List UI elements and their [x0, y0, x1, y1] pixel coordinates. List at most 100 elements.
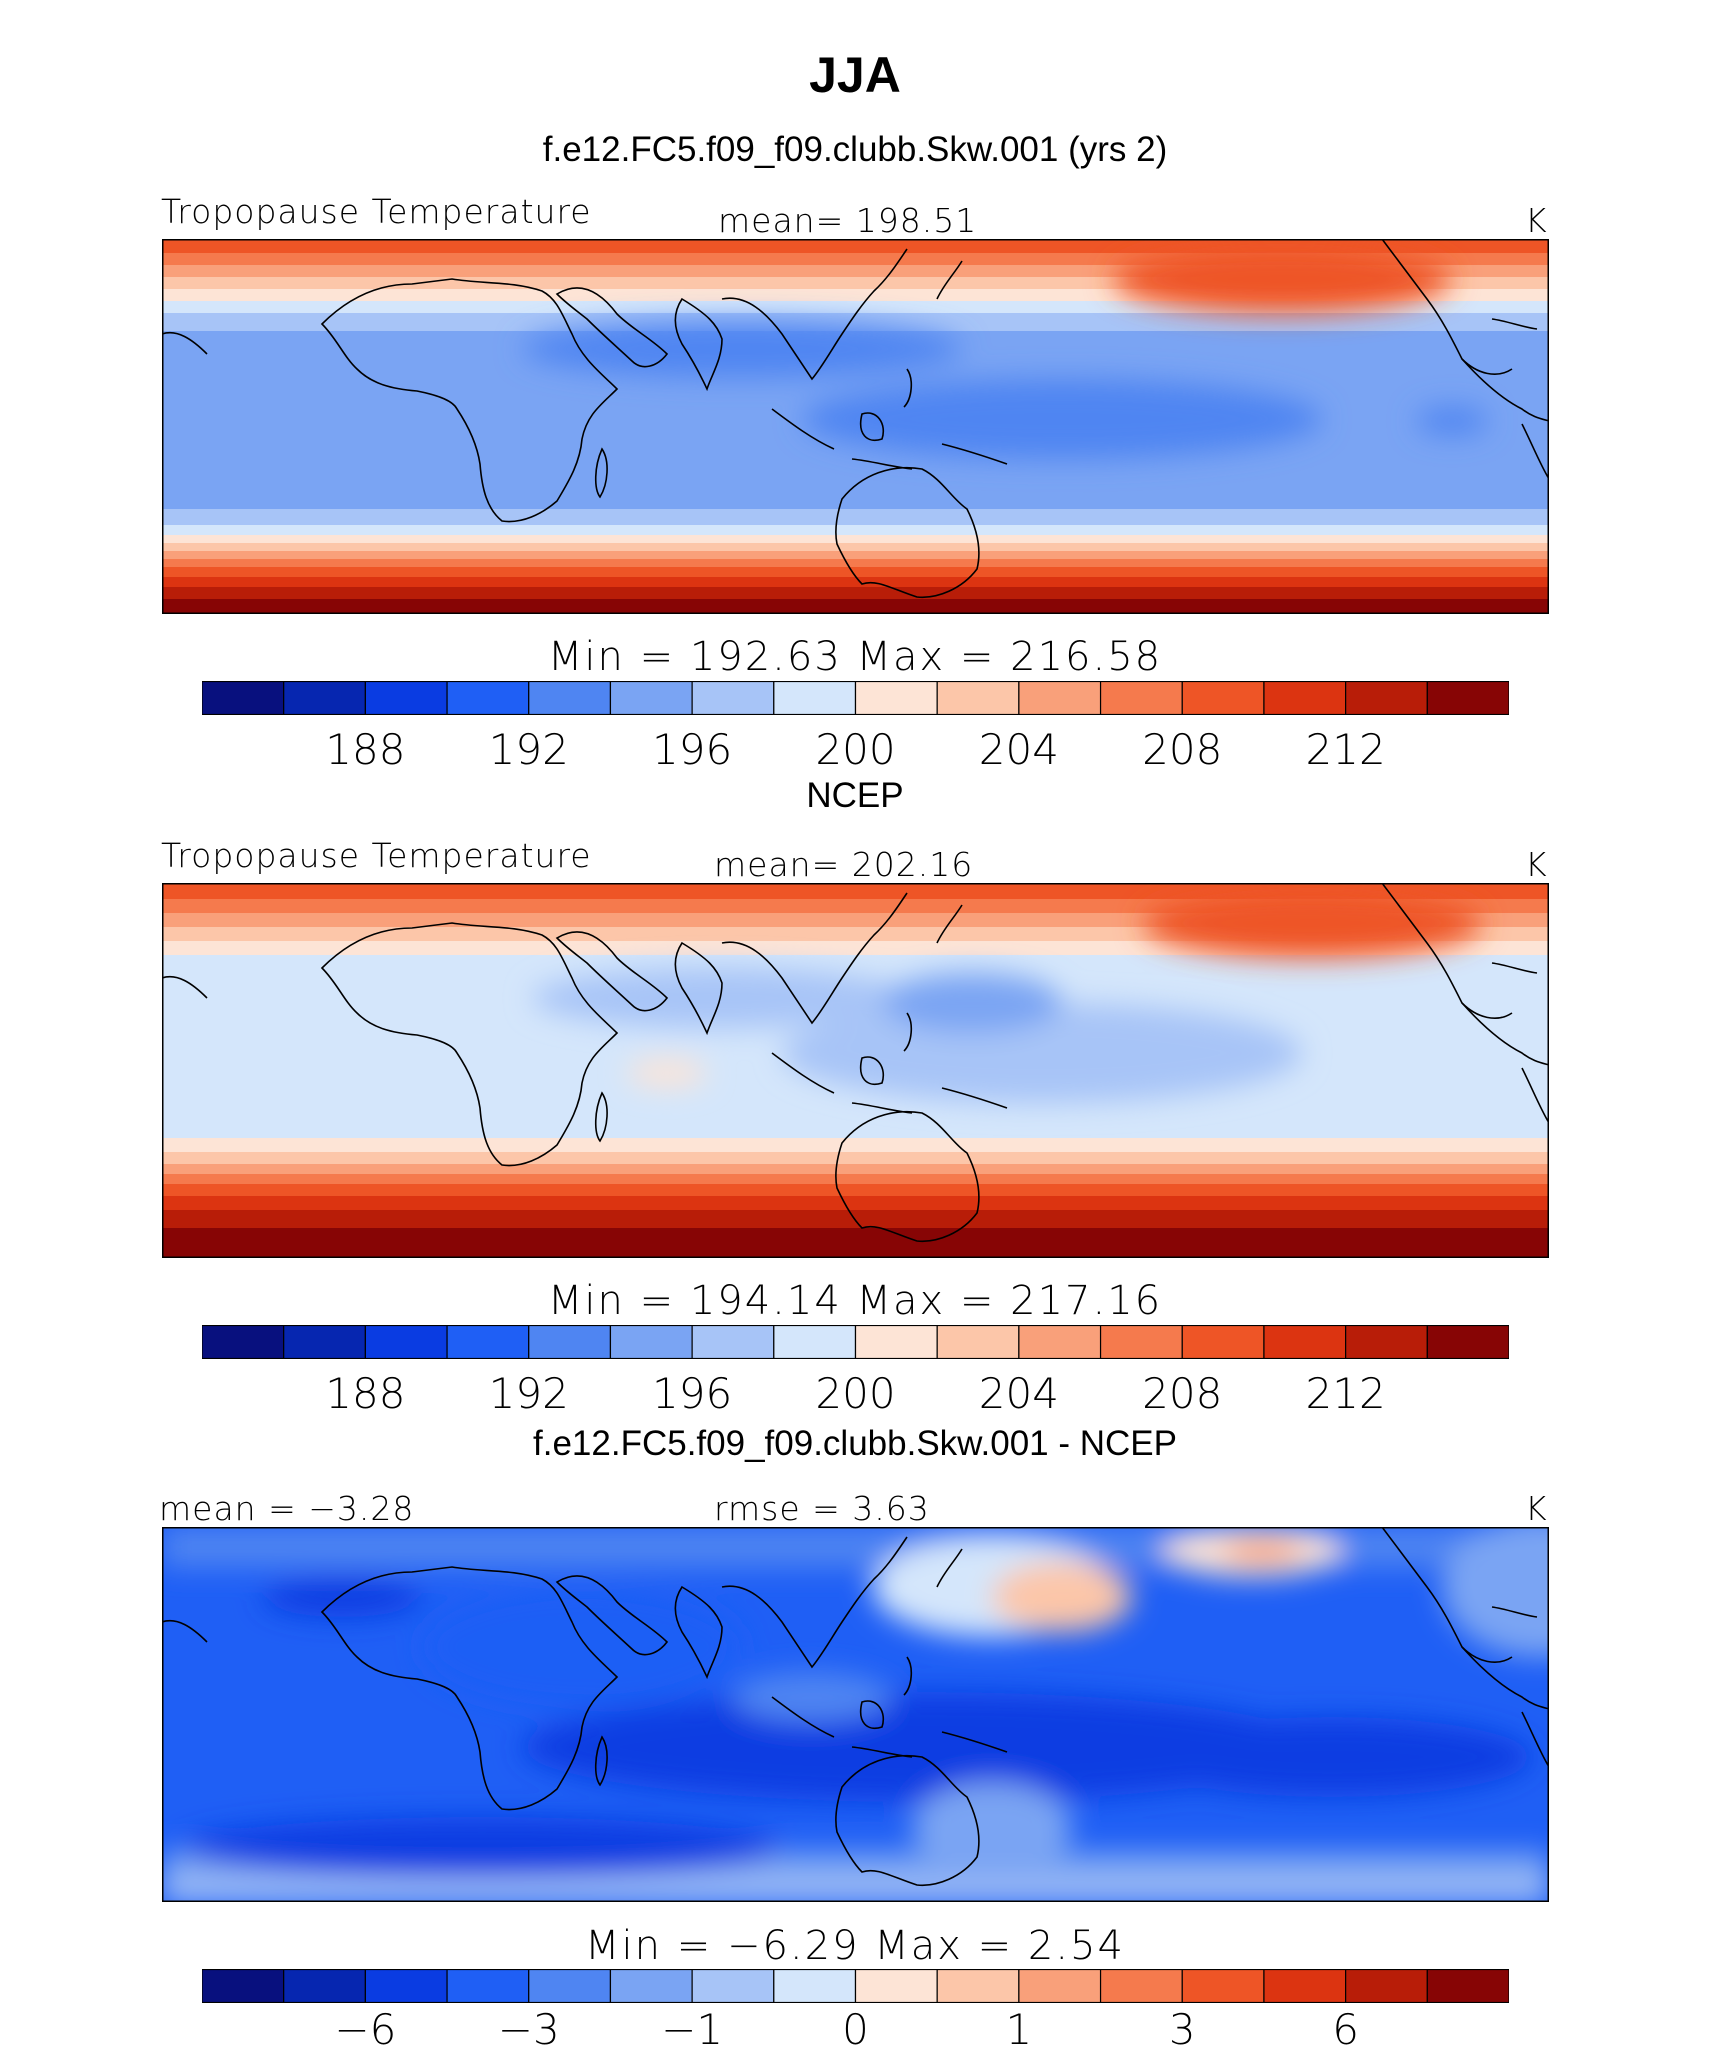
panel-1-colorbar-swatches [201, 680, 1510, 716]
contour-band [162, 567, 1549, 577]
coastline [1521, 1067, 1550, 1124]
coastline [594, 1735, 608, 1787]
coastline [320, 1566, 619, 1811]
colorbar-swatch [936, 1968, 1020, 2004]
colorbar-swatch [854, 680, 938, 716]
colorbar-swatch [691, 680, 775, 716]
colorbar-tick: −1 [661, 2005, 724, 2054]
colorbar-swatch [1263, 1968, 1347, 2004]
panel-1-contour-plot [161, 238, 1550, 614]
panel-2-frame [162, 883, 1549, 1258]
coastline [555, 931, 669, 1012]
colorbar-tick: 188 [325, 1369, 406, 1418]
panel-1-mean-label: mean= 198.51 [718, 201, 978, 240]
coastline [835, 1755, 980, 1887]
cold-anomaly-pacific [1132, 1717, 1532, 1797]
coastline [1491, 1606, 1538, 1618]
coastline [161, 332, 208, 355]
contour-band [162, 559, 1549, 567]
cold-region-maritime [882, 973, 1062, 1033]
colorbar-swatch [1426, 680, 1510, 716]
coastline [941, 1087, 1008, 1109]
contour-band [162, 1138, 1549, 1152]
colorbar-swatch [609, 680, 693, 716]
coastline [1461, 358, 1550, 422]
colorbar-swatch [201, 680, 285, 716]
panel-2-colorbar [201, 1324, 1510, 1360]
colorbar-swatch [201, 1968, 285, 2004]
panel-1-minmax-label: Min = 192.63 Max = 216.58 [547, 634, 1163, 680]
colorbar-swatch [528, 1324, 612, 1360]
panel-3-rmse-label: rmse = 3.63 [714, 1489, 930, 1528]
coastline [161, 1620, 208, 1643]
panel-3-subtitle: f.e12.FC5.f09_f09.clubb.Skw.001 - NCEP [533, 1424, 1177, 1463]
coastline [594, 1091, 608, 1143]
cold-anomaly-south-atlantic [182, 1817, 782, 1877]
contour-band [162, 577, 1549, 587]
coastline [860, 1012, 913, 1085]
contour-band [162, 1174, 1549, 1184]
contour-band [162, 313, 1549, 331]
colorbar-swatch [446, 1968, 530, 2004]
figure-title: JJA [809, 47, 901, 103]
colorbar-tick: 204 [978, 725, 1059, 774]
colorbar-swatch [936, 680, 1020, 716]
coastline [1491, 962, 1538, 974]
colorbar-swatch [773, 680, 857, 716]
contour-band [162, 1152, 1549, 1164]
panel-1-frame [162, 239, 1549, 614]
colorbar-swatch [283, 1324, 366, 1360]
coastline [721, 1536, 908, 1669]
colorbar-swatch [854, 1968, 938, 2004]
cold-anomaly-indian-ocean [522, 1692, 1322, 1802]
panel-2-contour-plot [161, 882, 1550, 1258]
colorbar-tick: 188 [325, 725, 406, 774]
colorbar-swatch [1263, 1324, 1347, 1360]
colorbar-swatch [364, 680, 448, 716]
coastline [721, 248, 908, 381]
colorbar-swatch [1263, 680, 1347, 716]
contour-band [162, 599, 1549, 614]
contour-band [162, 1210, 1549, 1228]
panel-3-colorbar [201, 1968, 1510, 2004]
colorbar-tick: 196 [652, 725, 733, 774]
colorbar-swatch [691, 1968, 775, 2004]
panel-3-mean-label: mean = −3.28 [159, 1489, 415, 1528]
colorbar-swatch [1018, 1324, 1102, 1360]
coastline [320, 922, 619, 1167]
panel-1-colorbar [201, 680, 1510, 716]
colorbar-tick: 0 [842, 2005, 869, 2054]
coastline [1381, 882, 1513, 1019]
colorbar-tick: 200 [815, 1369, 896, 1418]
panel-1-units-label: K [1525, 201, 1548, 240]
contour-band [162, 1184, 1549, 1196]
colorbar-swatch [691, 1324, 775, 1360]
coastline [1461, 1002, 1550, 1066]
colorbar-swatch [283, 1968, 366, 2004]
coastline [936, 260, 963, 300]
colorbar-tick: 192 [488, 1369, 569, 1418]
colorbar-swatch [1426, 1324, 1510, 1360]
colorbar-swatch [446, 1324, 530, 1360]
coastline [555, 287, 669, 368]
colorbar-swatch [609, 1968, 693, 2004]
colorbar-swatch [446, 680, 530, 716]
coastline [320, 278, 619, 523]
colorbar-swatch [936, 1324, 1020, 1360]
coastline [860, 368, 913, 441]
warm-anomaly-north-pacific [1142, 888, 1482, 958]
panel-1-contour-features [522, 244, 1488, 459]
colorbar-swatch [1181, 680, 1265, 716]
coastline [1461, 1646, 1550, 1710]
colorbar-tick: 204 [978, 1369, 1059, 1418]
panel-2-colorbar-swatches [201, 1324, 1510, 1360]
coastline [161, 976, 208, 999]
panel-2-map [161, 882, 1550, 1258]
coastline [555, 1575, 669, 1656]
coastline [860, 1656, 913, 1729]
coastline [1381, 1526, 1513, 1663]
panel-3-map [161, 1517, 1642, 1902]
colorbar-swatch [1099, 1324, 1183, 1360]
cold-anomaly-north-africa [262, 1577, 422, 1617]
panel-1-map [161, 238, 1550, 614]
